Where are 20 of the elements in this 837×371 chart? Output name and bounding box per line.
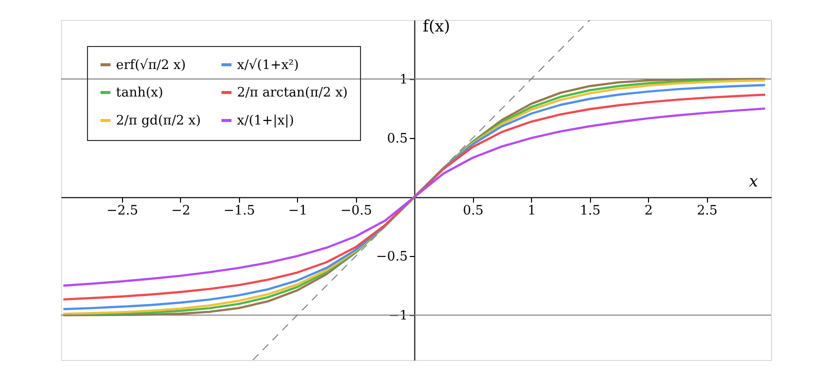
x-tick-label: −1.5: [224, 204, 256, 219]
x-tick-label: 0.5: [462, 204, 484, 219]
x-tick-label: 1.5: [580, 204, 601, 219]
y-tick-label: 0.5: [387, 132, 408, 147]
x-tick-label: 2: [644, 204, 653, 219]
y-tick-label: −0.5: [376, 250, 408, 265]
x-tick-label: −1: [288, 204, 308, 219]
legend-label: x/√(1+x²): [237, 58, 299, 73]
x-tick-label: 1: [528, 204, 536, 219]
x-tick-label: −0.5: [340, 204, 372, 219]
legend-label: x/(1+|x|): [237, 114, 294, 128]
x-tick-label: −2.5: [106, 204, 138, 219]
legend-label: 2/π gd(π/2 x): [116, 114, 201, 128]
legend-label: erf(√π/2 x): [116, 58, 186, 73]
x-axis-title: x: [748, 172, 758, 191]
legend-label: 2/π arctan(π/2 x): [237, 86, 348, 100]
x-tick-label: 2.5: [696, 204, 718, 219]
legend-label: tanh(x): [116, 86, 164, 100]
y-axis-title: f(x): [422, 16, 450, 36]
x-tick-label: −2: [171, 204, 190, 219]
